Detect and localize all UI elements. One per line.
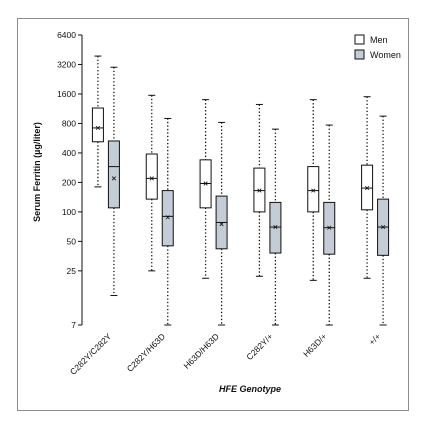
y-tick-label: 800 [62,118,76,128]
x-tick-label: C282Y/+ [244,331,275,362]
mean-marker [95,125,100,131]
mean-marker [273,224,278,230]
box-women-2 [215,121,228,326]
y-tick-label: 3200 [57,59,76,69]
boxes-layer [91,55,390,326]
y-tick-label: 1600 [57,89,76,99]
box-women-0 [107,66,120,297]
legend-label-men: Men [370,35,388,45]
y-tick-label: 100 [62,207,76,217]
y-tick-label: 50 [67,236,77,246]
box-men-0 [91,55,104,188]
y-tick-label: 6400 [57,30,76,40]
y-axis-label: Serum Ferritin (µg/liter) [32,122,42,222]
box-women-1 [161,117,174,326]
box-women-4 [323,124,336,326]
x-axis-label: HFE Genotype [219,384,281,394]
y-tick-label: 200 [62,177,76,187]
y-tick-label: 400 [62,148,76,158]
box-iqr [269,201,282,254]
mean-marker [311,188,316,193]
box-iqr [161,190,174,247]
mean-marker [219,222,224,227]
box-men-3 [253,103,266,277]
box-men-5 [361,96,374,279]
x-tick-label: H63D/+ [301,331,329,359]
box-iqr [145,153,158,200]
mean-marker [381,224,386,230]
box-iqr [307,166,320,213]
mean-marker [165,215,170,220]
legend-swatch-women [354,49,365,60]
box-men-1 [145,94,158,272]
mean-marker [257,188,262,193]
box-iqr [253,167,266,213]
box-women-5 [377,115,390,326]
mean-marker [365,186,370,191]
legend: Men Women [354,34,401,60]
x-tick-label: +/+ [367,331,383,347]
box-iqr [107,140,120,209]
legend-label-women: Women [370,50,401,60]
box-iqr [361,164,374,211]
box-iqr [323,201,336,255]
legend-swatch-men [354,34,365,45]
box-men-2 [199,99,212,279]
box-men-4 [307,99,320,281]
y-tick-label: 25 [67,266,77,276]
x-tick-label: H63D/H63D [182,331,221,370]
mean-marker [203,181,208,186]
y-tick-label: 7 [71,320,76,330]
mean-marker [327,225,332,230]
x-tick-label: C282Y/H63D [125,331,167,373]
x-tick-label: C282Y/C282Y [68,331,114,377]
mean-marker [149,176,154,181]
mean-marker [111,176,116,181]
box-iqr [91,107,104,143]
box-women-3 [269,128,282,326]
